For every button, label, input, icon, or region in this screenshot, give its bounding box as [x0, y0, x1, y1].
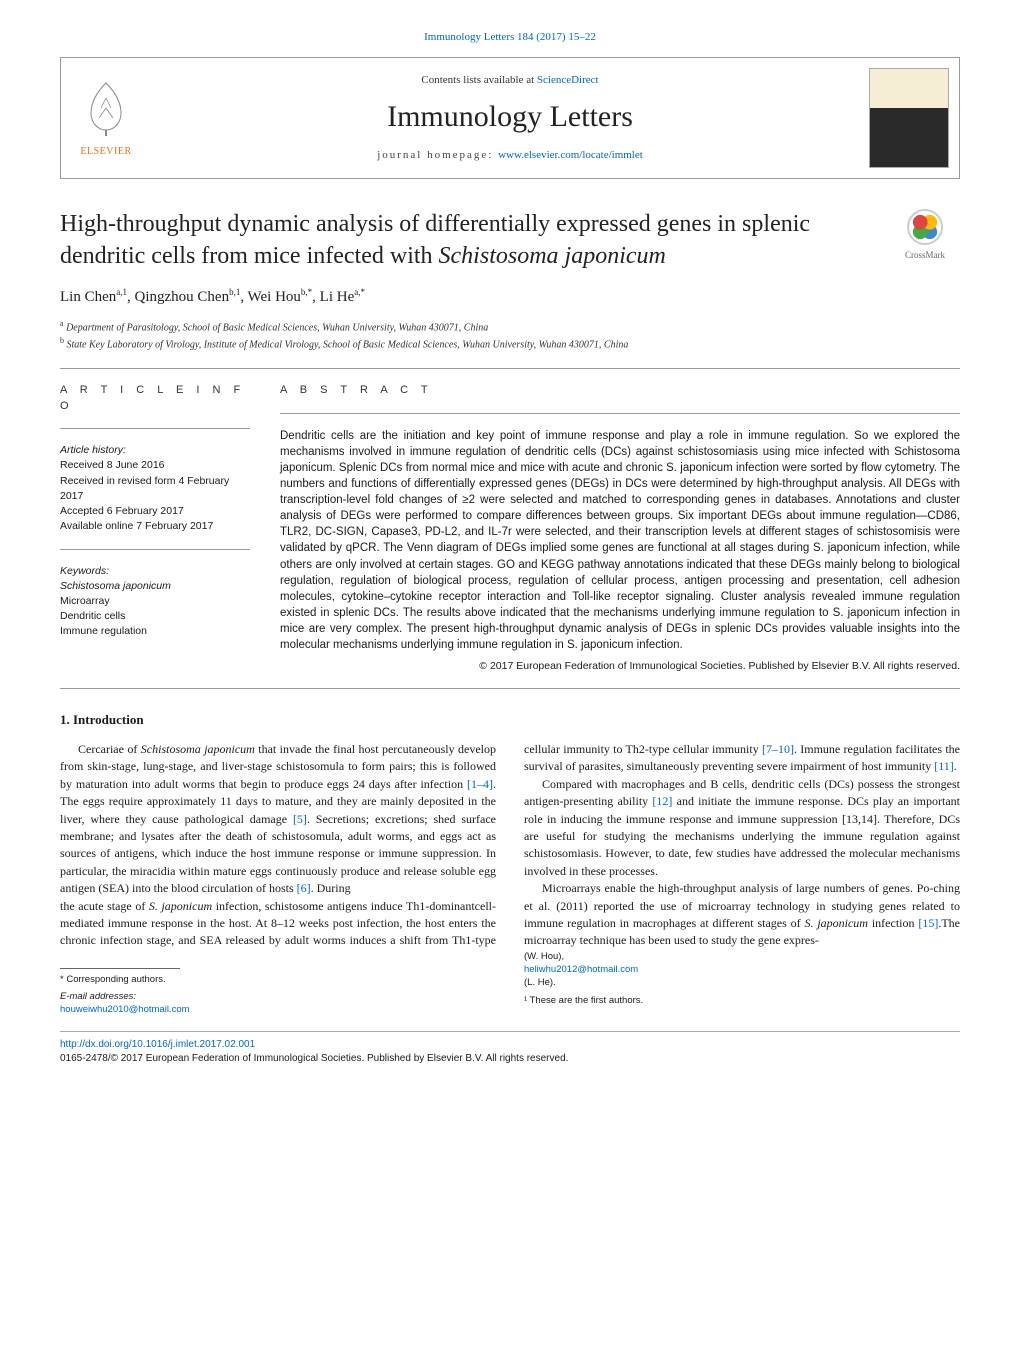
rule-info-2 — [60, 549, 250, 550]
citation[interactable]: [11] — [934, 759, 954, 773]
keyword-line: Microarray — [60, 594, 250, 609]
journal-cover-thumbnail — [869, 68, 949, 168]
abstract-text: Dendritic cells are the initiation and k… — [280, 428, 960, 653]
crossmark-badge[interactable]: CrossMark — [890, 209, 960, 262]
crossmark-label: CrossMark — [905, 250, 945, 260]
email-1[interactable]: houweiwhu2010@hotmail.com — [60, 1004, 190, 1015]
keyword-line: Dendritic cells — [60, 609, 250, 624]
abstract-heading: a b s t r a c t — [280, 383, 960, 398]
body-paragraph: Compared with macrophages and B cells, d… — [524, 776, 960, 880]
citation[interactable]: [7–10] — [762, 742, 794, 756]
history-line: Received in revised form 4 February 2017 — [60, 474, 250, 504]
elsevier-tree-icon — [76, 78, 136, 138]
rule-bottom-abstract — [60, 688, 960, 689]
journal-issue-line: Immunology Letters 184 (2017) 15–22 — [60, 30, 960, 45]
keywords-label: Keywords: — [60, 564, 250, 579]
issn-copyright-line: 0165-2478/© 2017 European Federation of … — [60, 1052, 960, 1066]
homepage-url[interactable]: www.elsevier.com/locate/immlet — [498, 149, 643, 161]
title-main: High-throughput dynamic analysis of diff… — [60, 211, 810, 268]
keyword-line: Schistosoma japonicum — [60, 579, 250, 594]
article-title: High-throughput dynamic analysis of diff… — [60, 209, 870, 271]
crossmark-icon — [907, 209, 943, 245]
keywords-block: Keywords: Schistosoma japonicumMicroarra… — [60, 564, 250, 640]
article-info-column: a r t i c l e i n f o Article history: R… — [60, 383, 250, 673]
sciencedirect-link[interactable]: ScienceDirect — [537, 74, 599, 86]
elsevier-label: ELSEVIER — [73, 145, 139, 159]
email-2[interactable]: heliwhu2012@hotmail.com — [524, 964, 638, 975]
history-label: Article history: — [60, 443, 250, 458]
affiliation-line: b State Key Laboratory of Virology, Inst… — [60, 335, 960, 352]
history-line: Received 8 June 2016 — [60, 458, 250, 473]
header-center: Contents lists available at ScienceDirec… — [151, 73, 869, 164]
corresponding-author-note: * Corresponding authors. — [60, 973, 180, 986]
rule-info-1 — [60, 428, 250, 429]
section-1-heading: 1. Introduction — [60, 711, 960, 729]
email-1-who: (W. Hou), — [524, 951, 564, 962]
email-label: E-mail addresses: — [60, 991, 136, 1002]
citation[interactable]: [12] — [652, 794, 672, 808]
citation[interactable]: [1–4] — [467, 777, 493, 791]
rule-top — [60, 368, 960, 369]
homepage-label: journal homepage: — [377, 149, 498, 161]
journal-header: ELSEVIER Contents lists available at Sci… — [60, 57, 960, 179]
history-line: Available online 7 February 2017 — [60, 519, 250, 534]
footnotes: * Corresponding authors. E-mail addresse… — [60, 950, 644, 1017]
authors-line: Lin Chena,1, Qingzhou Chenb,1, Wei Houb,… — [60, 286, 960, 308]
journal-homepage-line: journal homepage: www.elsevier.com/locat… — [151, 148, 869, 163]
affiliation-line: a Department of Parasitology, School of … — [60, 318, 960, 335]
elsevier-logo: ELSEVIER — [61, 78, 151, 159]
doi-link[interactable]: http://dx.doi.org/10.1016/j.imlet.2017.0… — [60, 1039, 255, 1050]
bottom-bar: http://dx.doi.org/10.1016/j.imlet.2017.0… — [60, 1031, 960, 1066]
body-paragraph: Cercariae of Schistosoma japonicum that … — [60, 741, 496, 898]
body-paragraph: Microarrays enable the high-throughput a… — [524, 880, 960, 950]
abstract-copyright: © 2017 European Federation of Immunologi… — [280, 659, 960, 674]
citation[interactable]: [6] — [297, 881, 311, 895]
email-2-who: (L. He). — [524, 977, 556, 988]
title-species: Schistosoma japonicum — [439, 243, 666, 269]
article-history-block: Article history: Received 8 June 2016Rec… — [60, 443, 250, 534]
first-authors-note: ¹ These are the first authors. — [524, 994, 644, 1007]
keyword-line: Immune regulation — [60, 624, 250, 639]
history-line: Accepted 6 February 2017 — [60, 504, 250, 519]
rule-abstract — [280, 413, 960, 414]
citation[interactable]: [15] — [918, 916, 938, 930]
citation[interactable]: [5] — [293, 812, 307, 826]
body-text: Cercariae of Schistosoma japonicum that … — [60, 741, 960, 950]
article-info-heading: a r t i c l e i n f o — [60, 383, 250, 414]
affiliations: a Department of Parasitology, School of … — [60, 318, 960, 353]
journal-name: Immunology Letters — [151, 96, 869, 138]
abstract-column: a b s t r a c t Dendritic cells are the … — [280, 383, 960, 673]
contents-text: Contents lists available at — [421, 74, 536, 86]
contents-available-line: Contents lists available at ScienceDirec… — [151, 73, 869, 88]
